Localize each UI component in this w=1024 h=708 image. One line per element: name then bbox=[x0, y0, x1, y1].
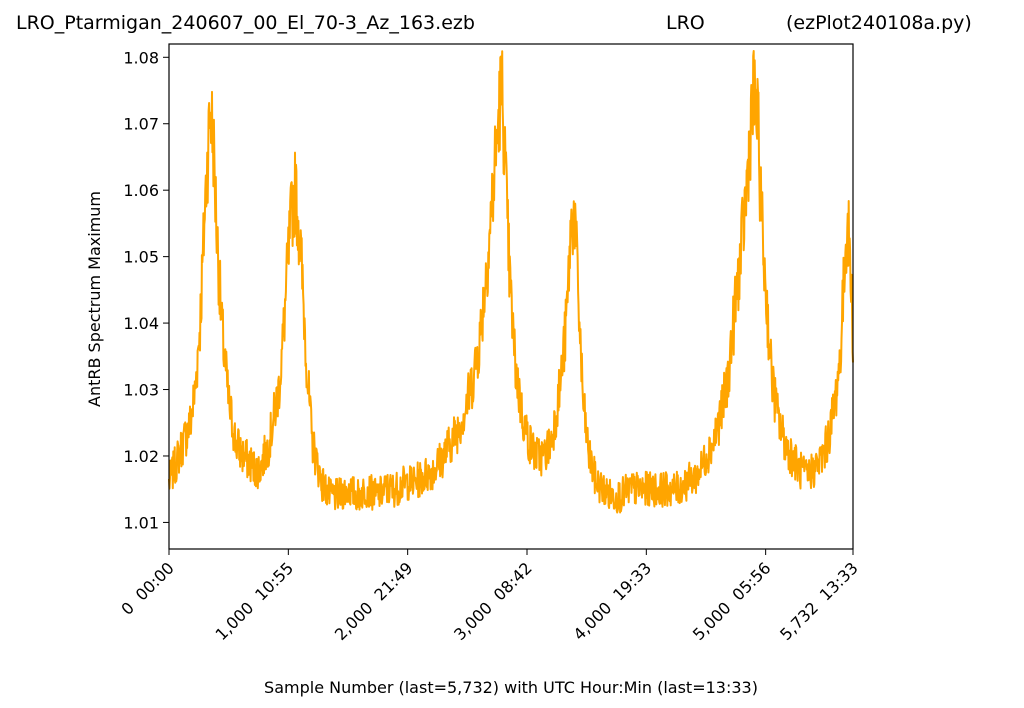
series-line bbox=[168, 50, 854, 514]
y-tick-label: 1.07 bbox=[123, 115, 159, 134]
y-tick-label: 1.05 bbox=[123, 248, 159, 267]
plot-program-label: (ezPlot240108a.py) bbox=[786, 12, 972, 34]
y-tick-label: 1.04 bbox=[123, 314, 159, 333]
y-tick-label: 1.01 bbox=[123, 513, 159, 532]
plot-area bbox=[168, 50, 854, 514]
x-axis: 0 00:00 1,000 10:55 2,000 21:49 3,000 08:42… bbox=[117, 549, 862, 644]
plot-frame bbox=[168, 43, 854, 550]
y-tick-label: 1.03 bbox=[123, 381, 159, 400]
x-tick-label: 5,732 13:33 bbox=[776, 558, 862, 644]
plot-site-label: LRO bbox=[666, 12, 705, 34]
y-tick-label: 1.02 bbox=[123, 447, 159, 466]
x-tick-label: 3,000 08:42 bbox=[450, 558, 536, 644]
y-tick-label: 1.06 bbox=[123, 181, 159, 200]
x-tick-label: 5,000 05:56 bbox=[689, 558, 775, 644]
x-tick-label: 1,000 10:55 bbox=[212, 558, 298, 644]
plot-file-title: LRO_Ptarmigan_240607_00_El_70-3_Az_163.e… bbox=[16, 12, 475, 34]
x-axis-label: Sample Number (last=5,732) with UTC Hour… bbox=[264, 678, 758, 697]
y-axis-label: AntRB Spectrum Maximum bbox=[85, 191, 104, 407]
x-tick-label: 2,000 21:49 bbox=[331, 558, 417, 644]
x-tick-label: 4,000 19:33 bbox=[570, 558, 656, 644]
y-axis: 1.01 1.02 1.03 1.04 1.05 1.06 1.07 1.08 bbox=[123, 48, 169, 532]
y-tick-label: 1.08 bbox=[123, 48, 159, 67]
x-tick-label: 0 00:00 bbox=[117, 558, 177, 618]
